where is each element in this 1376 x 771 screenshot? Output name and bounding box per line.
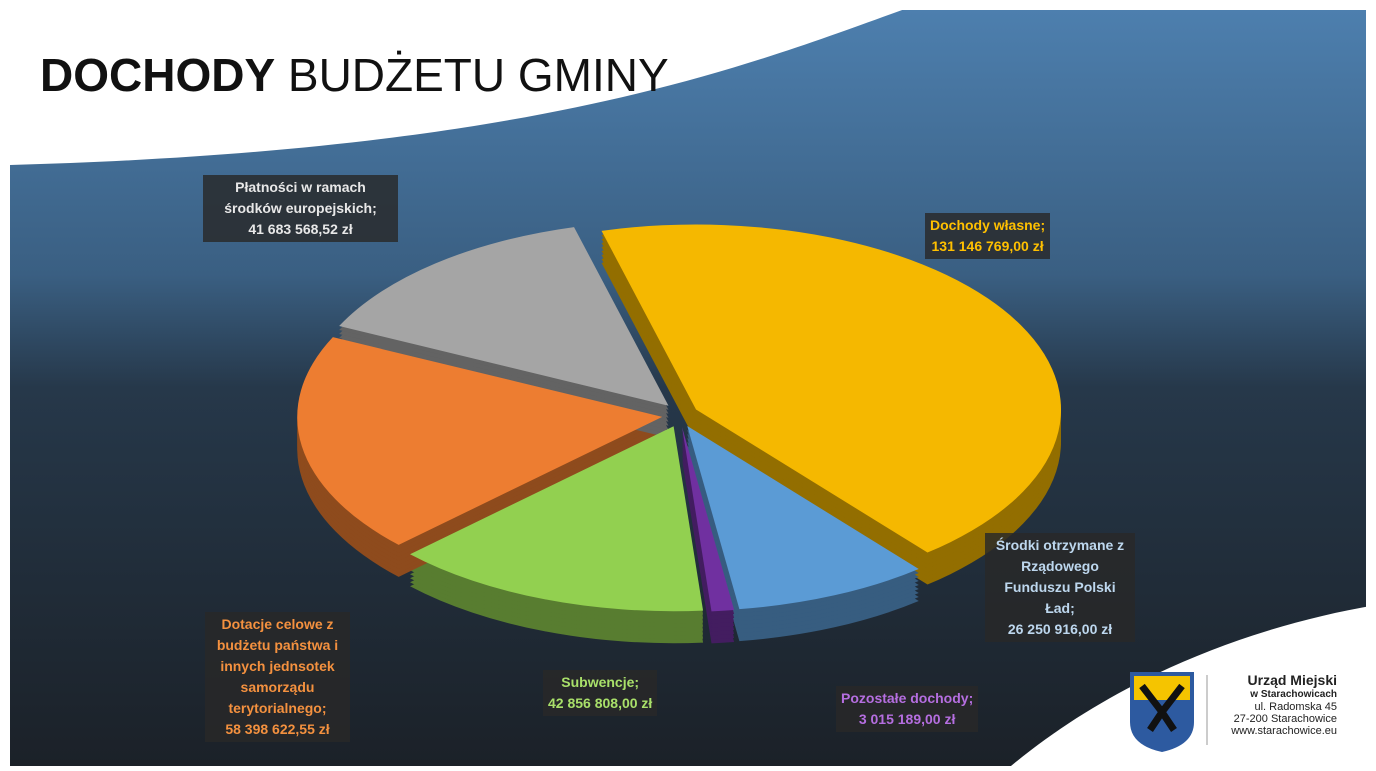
label-name: Dotacje celowe z budżetu państwa i innyc… (216, 616, 339, 716)
pie (297, 224, 1062, 644)
data-label: Dochody własne; 131 146 769,00 zł (925, 213, 1051, 259)
logo-city: 27-200 Starachowice (1233, 713, 1337, 725)
data-label: Pozostałe dochody; 3 015 189,00 zł (836, 686, 979, 732)
title: DOCHODY BUDŻETU GMINY (40, 48, 669, 102)
label-name: Dochody własne; (930, 217, 1046, 233)
label-value: 41 683 568,52 zł (248, 221, 353, 237)
label-value: 58 398 622,55 zł (225, 721, 330, 737)
label-name: Płatności w ramach środków europejskich; (224, 179, 377, 216)
slice (687, 425, 919, 610)
label-name: Subwencje; (561, 674, 640, 690)
label-value: 26 250 916,00 zł (1007, 621, 1113, 637)
title-bold: DOCHODY (40, 49, 276, 101)
slice (339, 227, 669, 406)
header-wave (0, 0, 930, 165)
label-value: 131 146 769,00 zł (931, 238, 1044, 254)
slice (410, 426, 704, 612)
title-rest: BUDŻETU GMINY (287, 49, 669, 101)
label-name: Pozostałe dochody; (841, 690, 974, 706)
logo-shield (1130, 672, 1194, 752)
data-label: Płatności w ramach środków europejskich;… (203, 175, 398, 242)
logo: Urząd Miejski w Starachowicach ul. Radom… (1214, 672, 1337, 737)
data-label: Dotacje celowe z budżetu państwa i innyc… (205, 612, 350, 742)
data-label: Środki otrzymane z Rządowego Funduszu Po… (985, 533, 1135, 642)
label-value: 3 015 189,00 zł (858, 711, 956, 727)
slice (601, 224, 1062, 553)
label-name: Środki otrzymane z Rządowego Funduszu Po… (995, 537, 1125, 616)
logo-town: w Starachowicach (1250, 689, 1337, 700)
logo-name: Urząd Miejski (1247, 672, 1337, 688)
logo-web: www.starachowice.eu (1231, 725, 1337, 737)
data-label: Subwencje; 42 856 808,00 zł (543, 670, 658, 716)
label-value: 42 856 808,00 zł (548, 695, 653, 711)
logo-street: ul. Radomska 45 (1254, 701, 1337, 713)
slice (297, 337, 663, 545)
slice (682, 426, 735, 612)
